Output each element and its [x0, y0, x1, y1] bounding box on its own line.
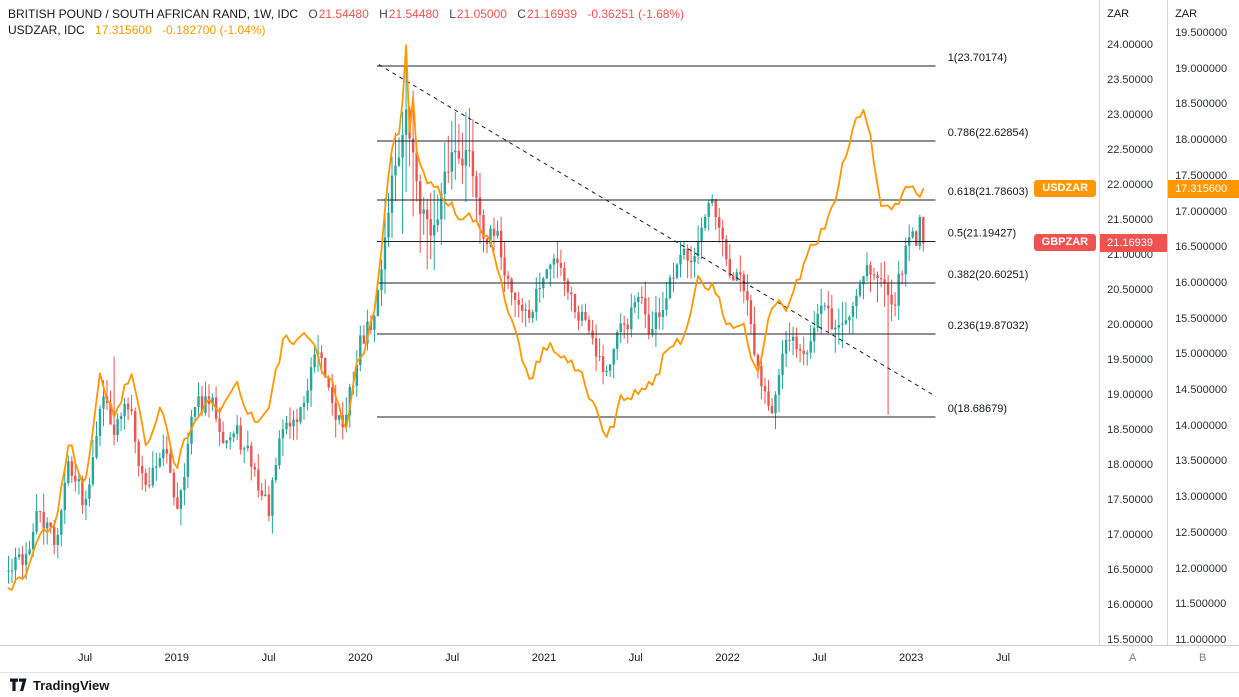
price-tick-b: 12.500000	[1175, 526, 1228, 539]
time-axis-label: 2023	[898, 652, 924, 664]
price-tick-a: 24.00000	[1107, 39, 1153, 51]
time-axis-label: 2019	[164, 652, 190, 664]
price-tick-a: 21.50000	[1107, 214, 1153, 226]
scale-a-currency-label: ZAR	[1107, 8, 1130, 20]
price-tick-a: 20.00000	[1107, 319, 1153, 331]
price-tick-a: 22.50000	[1107, 144, 1153, 156]
price-tick-a: 19.50000	[1107, 354, 1153, 366]
usdzar-change: -0.182700 (-1.04%)	[162, 23, 266, 37]
fib-level-label: 0.236(19.87032)	[948, 320, 1029, 332]
price-tick-a: 16.00000	[1107, 599, 1153, 611]
price-tick-b: 15.000000	[1175, 348, 1228, 361]
price-tick-b: 19.500000	[1175, 27, 1228, 39]
price-chart-canvas[interactable]: 1(23.70174) 0.786(22.62854) 0.618(21.78603…	[0, 0, 1100, 645]
high-value: 21.54480	[388, 7, 439, 21]
time-axis-label: Jul	[628, 652, 643, 664]
low-label: L	[449, 7, 456, 21]
fib-retracement[interactable]: 1(23.70174) 0.786(22.62854) 0.618(21.78603…	[377, 52, 1029, 418]
price-tick-b: 12.000000	[1175, 562, 1228, 575]
price-tick-b: 15.500000	[1175, 312, 1228, 325]
price-tick-a: 17.50000	[1107, 494, 1153, 506]
scale-b-button[interactable]: B	[1199, 652, 1207, 664]
tradingview-logo[interactable]: TradingView	[10, 678, 109, 693]
price-tick-b: 18.500000	[1175, 98, 1228, 111]
fib-level-label: 1(23.70174)	[948, 52, 1007, 64]
price-tick-a: 17.00000	[1107, 529, 1153, 541]
time-axis-label: Jul	[995, 652, 1011, 664]
price-tick-a: 19.00000	[1107, 389, 1153, 401]
chart-plot-area[interactable]: 1(23.70174) 0.786(22.62854) 0.618(21.78603…	[0, 0, 1101, 645]
gbpzar-series-tag[interactable]: GBPZAR	[1033, 234, 1097, 252]
scale-b-currency-label: ZAR	[1175, 8, 1198, 20]
time-axis-label: 2021	[531, 652, 557, 664]
close-label: C	[517, 7, 526, 21]
price-tick-b: 14.000000	[1175, 419, 1228, 432]
time-axis-label: Jul	[445, 652, 460, 664]
price-tick-b: 17.500000	[1175, 169, 1228, 182]
price-tick-b: 19.000000	[1175, 62, 1228, 75]
usdzar-title[interactable]: USDZAR, IDC	[8, 23, 85, 37]
time-axis-label: 2022	[715, 652, 740, 664]
legend-main-row: BRITISH POUND / SOUTH AFRICAN RAND, 1W, …	[8, 6, 684, 22]
price-tick-b: 14.500000	[1175, 384, 1228, 396]
price-tick-a: 20.50000	[1107, 284, 1153, 296]
price-tick-b: 16.500000	[1175, 241, 1228, 254]
gbpzar-candles	[7, 65, 925, 584]
fib-level-label: 0.618(21.78603)	[948, 186, 1029, 198]
fib-level-label: 0(18.68679)	[948, 403, 1007, 415]
fib-level-label: 0.5(21.19427)	[948, 227, 1017, 239]
usdzar-series-tag[interactable]: USDZAR	[1034, 179, 1097, 197]
scale-a-button[interactable]: A	[1129, 652, 1137, 664]
price-tick-a: 18.50000	[1107, 424, 1153, 436]
price-tick-b: 13.000000	[1175, 491, 1228, 504]
legend: BRITISH POUND / SOUTH AFRICAN RAND, 1W, …	[8, 6, 684, 38]
price-tick-b: 11.000000	[1175, 633, 1227, 646]
price-tick-b: 17.000000	[1175, 205, 1228, 218]
tradingview-brand-text: TradingView	[33, 677, 110, 693]
bottom-toolbar: TradingView	[0, 672, 1239, 697]
high-label: H	[379, 7, 388, 21]
usdzar-line[interactable]	[7, 44, 925, 591]
fib-level-label: 0.786(22.62854)	[948, 127, 1029, 139]
usdzar-price-label: 17.315600	[1168, 179, 1239, 198]
price-scale-a[interactable]: ZAR 24.00000 23.50000 23.00000 22.50000 22.0…	[1100, 0, 1169, 646]
price-tick-b: 13.500000	[1175, 455, 1228, 468]
price-tick-a: 23.00000	[1107, 109, 1153, 121]
price-tick-a: 16.50000	[1107, 564, 1153, 576]
close-value: 21.16939	[526, 7, 578, 21]
tradingview-icon	[10, 678, 27, 691]
price-tick-a: 18.00000	[1107, 459, 1153, 471]
open-value: 21.54480	[318, 7, 369, 21]
gbpzar-price-label: 21.16939	[1100, 234, 1168, 253]
usdzar-value: 17.315600	[95, 23, 152, 37]
price-tick-b: 11.500000	[1175, 598, 1227, 611]
chart-window: 1(23.70174) 0.786(22.62854) 0.618(21.78603…	[0, 0, 1239, 646]
price-tick-b: 16.000000	[1175, 276, 1228, 289]
change-value: -0.36251 (-1.68%)	[587, 7, 685, 21]
open-label: O	[308, 7, 318, 21]
symbol-title[interactable]: BRITISH POUND / SOUTH AFRICAN RAND, 1W, …	[8, 7, 299, 21]
price-scale-b[interactable]: ZAR 19.500000 19.000000 18.500000 18.000000…	[1168, 0, 1239, 646]
price-tick-a: 15.50000	[1107, 634, 1153, 646]
time-axis-label: Jul	[261, 652, 276, 664]
fib-level-label: 0.382(20.60251)	[948, 269, 1029, 281]
time-axis-label: Jul	[77, 652, 93, 664]
time-axis-label: 2020	[348, 652, 373, 664]
legend-usdzar-row: USDZAR, IDC 17.315600 -0.182700 (-1.04%)	[8, 22, 684, 38]
price-tick-a: 23.50000	[1107, 74, 1153, 86]
time-axis[interactable]: A B Jul 2019 Jul 2020 Jul 2021 Jul 2022 Jul 2023 J…	[0, 645, 1239, 673]
trendline[interactable]	[378, 64, 936, 397]
time-axis-label: Jul	[812, 652, 827, 664]
low-value: 21.05000	[456, 7, 507, 21]
price-tick-a: 22.00000	[1107, 179, 1153, 191]
price-tick-b: 18.000000	[1175, 134, 1228, 147]
